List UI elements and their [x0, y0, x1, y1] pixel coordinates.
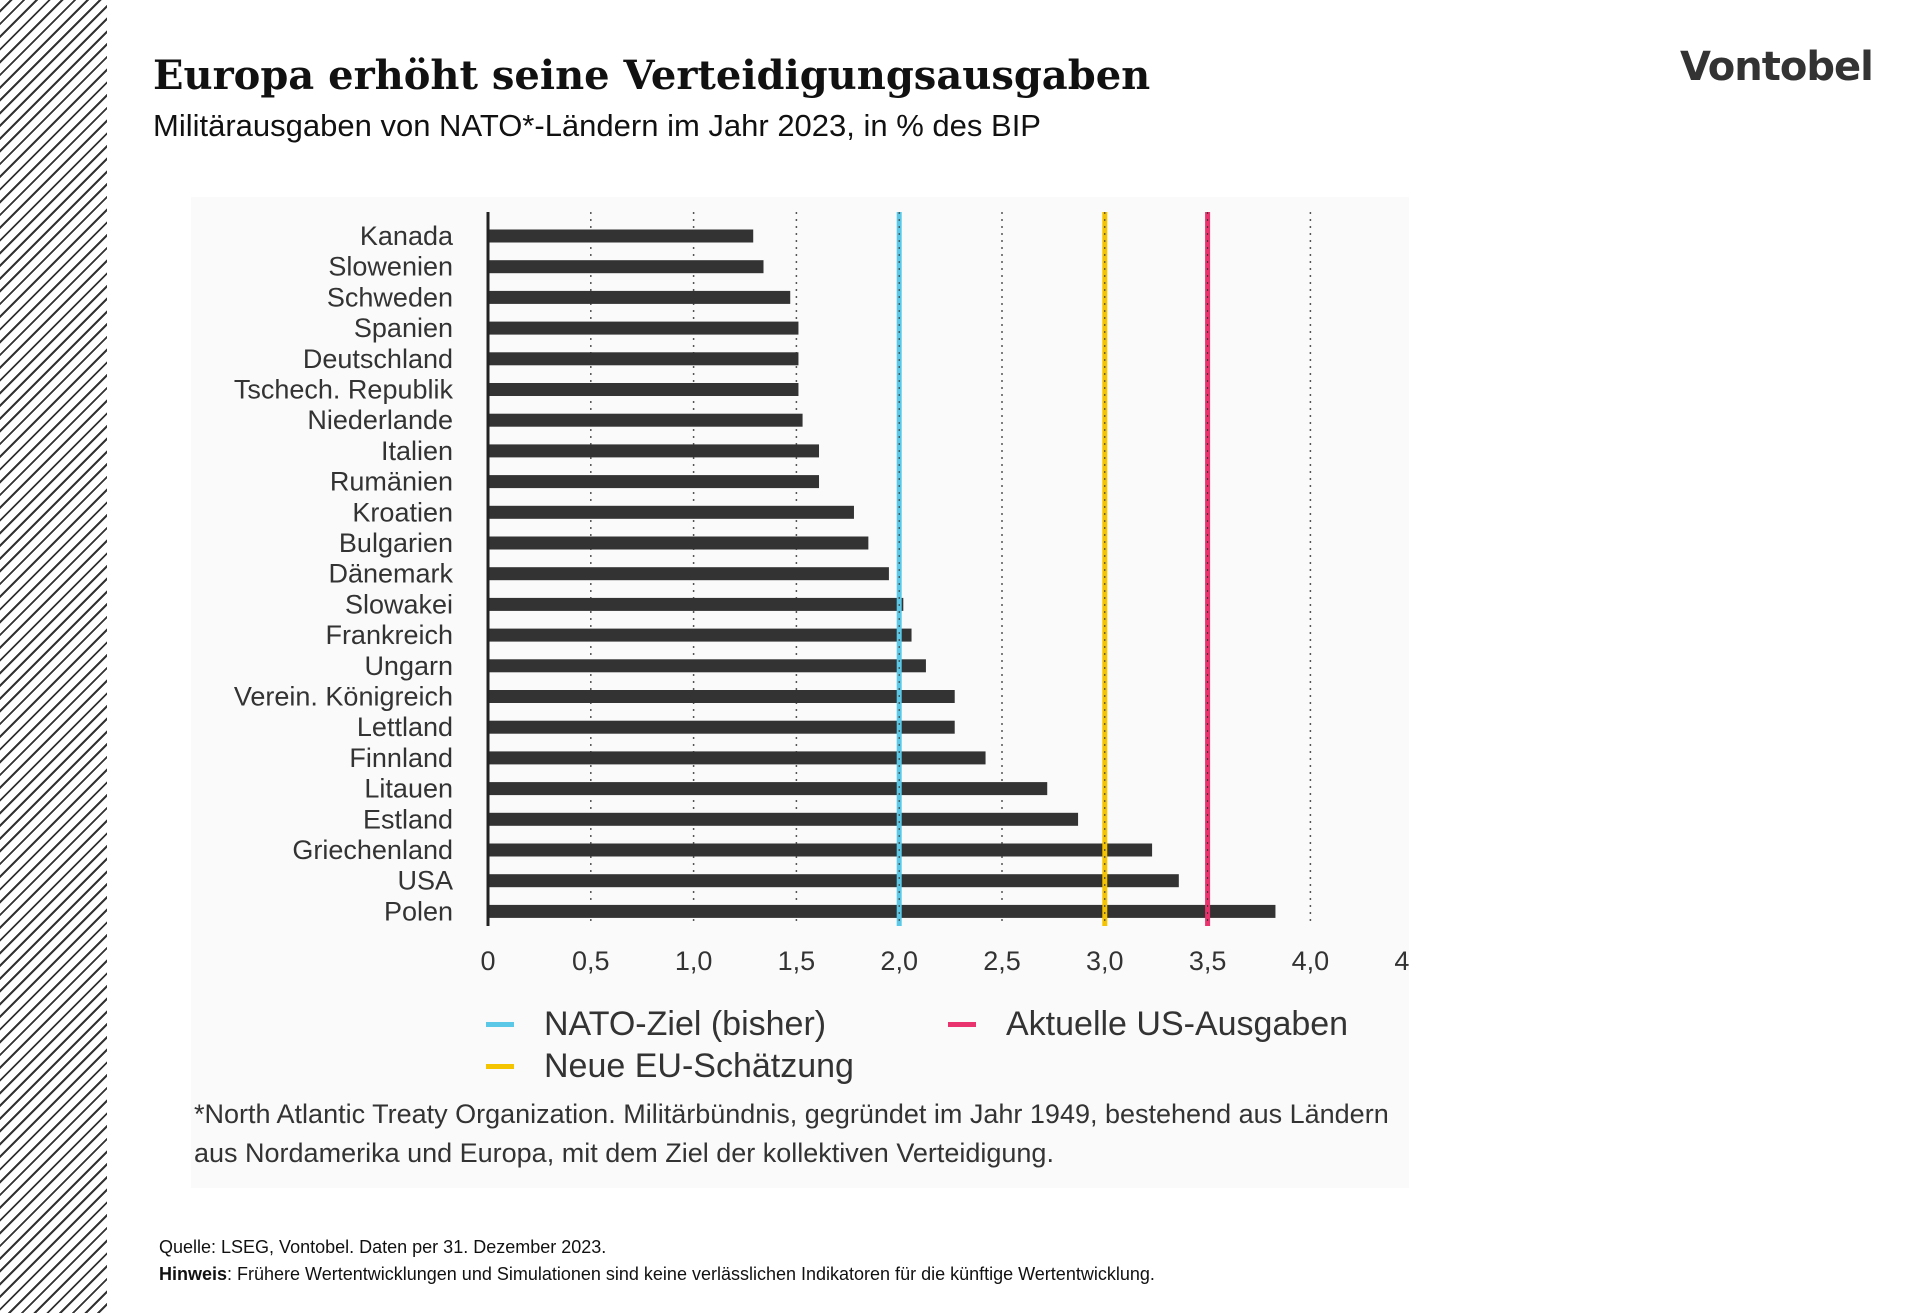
source-note: Quelle: LSEG, Vontobel. Daten per 31. De…	[159, 1234, 1155, 1288]
category-label: Litauen	[364, 774, 453, 804]
x-tick-label: 4,0	[1292, 946, 1330, 976]
bar-kroatien	[488, 505, 854, 519]
category-label: Estland	[363, 804, 453, 834]
legend-item-eu: Neue EU-Schätzung	[486, 1047, 854, 1086]
legend-swatch	[486, 1064, 514, 1069]
legend-label: Aktuelle US-Ausgaben	[1006, 1005, 1349, 1043]
bar-chart: 0 0,5 1,0 1,5 2,0 2,5 3,0 3,5 4,0 4,5 KanadaSlowen…	[234, 212, 1409, 976]
category-label: Schweden	[327, 282, 453, 312]
page-subtitle: Militärausgaben von NATO*-Ländern im Jah…	[153, 108, 1041, 143]
bar-italien	[488, 444, 820, 458]
category-label: Finnland	[349, 743, 453, 773]
x-tick-label: 0,5	[572, 946, 610, 976]
category-label: Slowenien	[328, 252, 453, 282]
bar-slowenien	[488, 260, 764, 274]
category-label: Polen	[384, 896, 453, 926]
vontobel-logo: Vontobel	[1680, 44, 1874, 90]
category-label: Rumänien	[330, 467, 453, 497]
x-tick-label: 4,5	[1394, 946, 1409, 976]
legend-swatch	[948, 1022, 976, 1027]
footnote: *North Atlantic Treaty Organization. Mil…	[194, 1099, 1389, 1168]
legend-swatch	[486, 1022, 514, 1027]
category-label: Deutschland	[303, 344, 453, 374]
bar-rumänien	[488, 475, 820, 489]
category-label: Frankreich	[325, 620, 453, 650]
category-label: Dänemark	[328, 559, 453, 589]
category-label: Griechenland	[292, 835, 453, 865]
bar-niederlande	[488, 413, 803, 427]
category-label: Tschech. Republik	[234, 375, 454, 405]
x-tick-label: 2,0	[880, 946, 918, 976]
category-label: Kanada	[360, 221, 454, 251]
x-tick-label: 1,5	[778, 946, 816, 976]
category-label: Verein. Königreich	[234, 682, 453, 712]
bar-finnland	[488, 751, 986, 765]
category-label: Slowakei	[345, 589, 453, 619]
bar-griechenland	[488, 843, 1153, 857]
category-label: Spanien	[354, 313, 453, 343]
x-tick-label: 2,5	[983, 946, 1021, 976]
category-label: Kroatien	[352, 497, 453, 527]
x-tick-label: 1,0	[675, 946, 713, 976]
category-label: Niederlande	[307, 405, 453, 435]
bar-kanada	[488, 229, 754, 243]
bar-ungarn	[488, 659, 926, 673]
bar-frankreich	[488, 628, 912, 642]
category-label: USA	[397, 866, 453, 896]
bar-litauen	[488, 782, 1048, 796]
bar-dänemark	[488, 567, 889, 581]
legend-label: NATO-Ziel (bisher)	[544, 1005, 827, 1043]
source-line: Quelle: LSEG, Vontobel. Daten per 31. De…	[159, 1237, 607, 1257]
x-tick-label: 3,5	[1189, 946, 1227, 976]
bar-slowakei	[488, 597, 904, 611]
bar-schweden	[488, 290, 791, 304]
bar-polen	[488, 904, 1276, 918]
category-label: Bulgarien	[339, 528, 453, 558]
bar-deutschland	[488, 352, 799, 366]
legend-item-us: Aktuelle US-Ausgaben	[948, 1005, 1348, 1044]
hint-label: Hinweis	[159, 1264, 228, 1284]
hatched-side-strip	[0, 0, 107, 1313]
x-tick-label: 3,0	[1086, 946, 1124, 976]
page-title: Europa erhöht seine Verteidigungsausgabe…	[153, 52, 1151, 99]
category-label: Ungarn	[364, 651, 453, 681]
bar-tschech-republik	[488, 383, 799, 396]
x-tick-label: 0	[480, 946, 495, 976]
category-label: Italien	[381, 436, 453, 466]
hint-line: Hinweis: Frühere Wertentwicklungen und S…	[159, 1261, 1155, 1288]
hint-text: : Frühere Wertentwicklungen und Simulati…	[227, 1264, 1155, 1284]
bar-estland	[488, 812, 1079, 826]
bar-verein-königreich	[488, 690, 955, 703]
legend-item-nato: NATO-Ziel (bisher)	[486, 1005, 826, 1044]
category-label: Lettland	[357, 712, 453, 742]
bar-bulgarien	[488, 536, 869, 550]
bar-lettland	[488, 720, 955, 734]
legend-label: Neue EU-Schätzung	[544, 1047, 854, 1085]
bar-spanien	[488, 321, 799, 335]
bar-usa	[488, 874, 1179, 888]
chart-panel: 0 0,5 1,0 1,5 2,0 2,5 3,0 3,5 4,0 4,5 KanadaSlowen…	[191, 197, 1409, 1188]
